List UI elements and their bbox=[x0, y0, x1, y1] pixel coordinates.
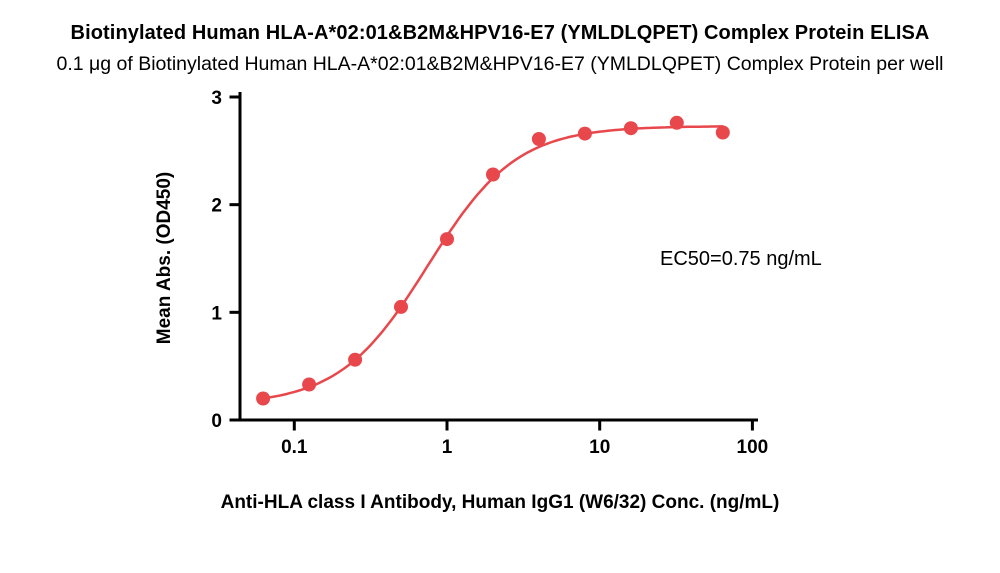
data-point bbox=[302, 377, 317, 392]
data-point bbox=[394, 299, 408, 314]
data-point bbox=[440, 232, 454, 247]
ec50-annotation: EC50=0.75 ng/mL bbox=[660, 248, 822, 270]
y-tick-label: 2 bbox=[211, 196, 222, 217]
chart-title: Biotinylated Human HLA-A*02:01&B2M&HPV16… bbox=[70, 22, 930, 44]
x-tick-label: 100 bbox=[737, 437, 769, 458]
chart-subtitle: 0.1 μg of Biotinylated Human HLA-A*02:01… bbox=[56, 53, 944, 75]
data-point bbox=[715, 125, 730, 140]
y-axis-title: Mean Abs. (OD450) bbox=[154, 172, 175, 344]
data-point bbox=[256, 391, 271, 406]
axis-lines bbox=[238, 92, 758, 422]
data-point bbox=[486, 167, 500, 182]
data-point bbox=[623, 121, 638, 136]
y-tick-label: 1 bbox=[211, 303, 222, 324]
x-tick-label: 1 bbox=[442, 437, 453, 458]
data-point bbox=[348, 352, 363, 367]
data-point bbox=[531, 132, 546, 146]
x-axis-title: Anti-HLA class I Antibody, Human IgG1 (W… bbox=[221, 492, 780, 513]
x-tick-label: 0.1 bbox=[281, 437, 308, 458]
y-tick-label: 0 bbox=[211, 411, 222, 432]
data-point bbox=[669, 115, 684, 130]
y-tick-label: 3 bbox=[211, 88, 222, 109]
x-tick-label: 10 bbox=[589, 437, 610, 458]
fit-curve bbox=[261, 125, 725, 400]
data-point bbox=[577, 126, 592, 141]
